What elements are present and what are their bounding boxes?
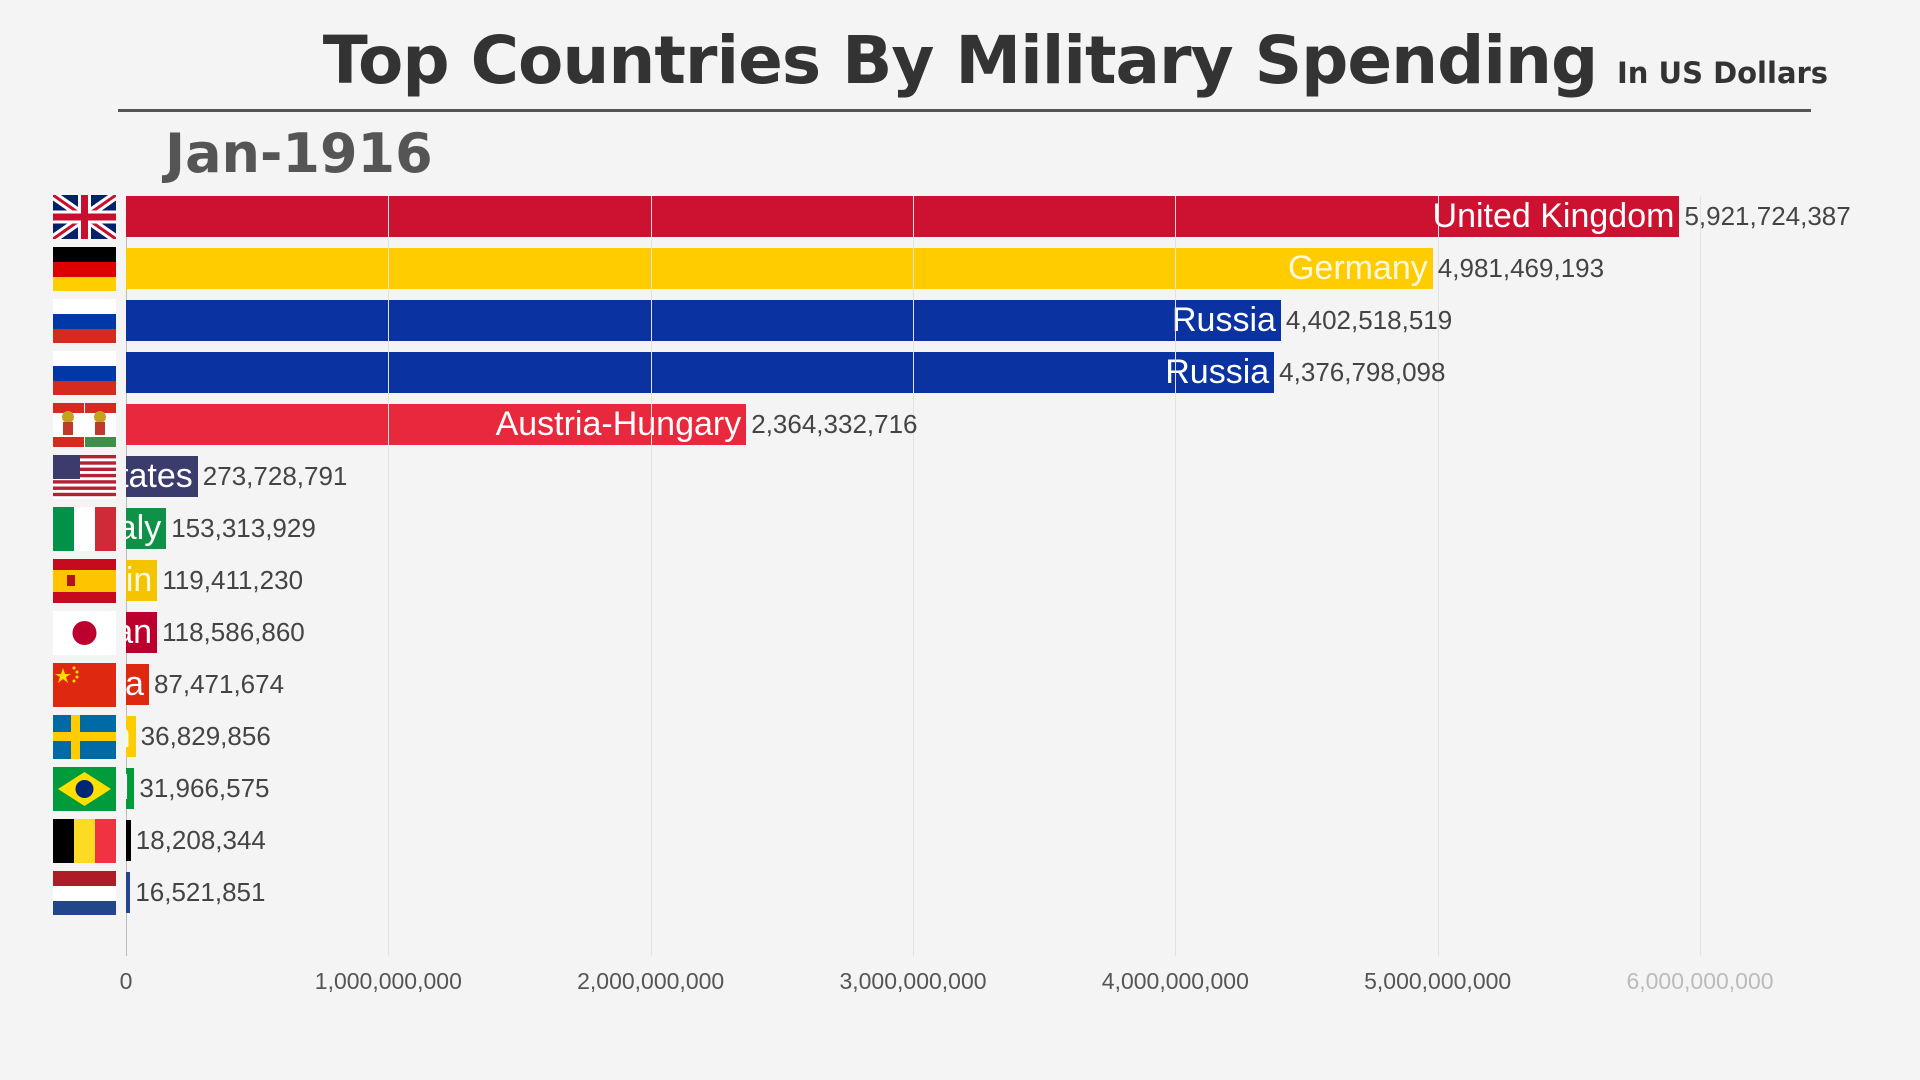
bar-label: Japan [126, 613, 153, 651]
date-label: Jan-1916 [165, 122, 433, 185]
bar-label: Austria-Hungary [495, 405, 742, 443]
value-label: 119,411,230 [162, 565, 304, 595]
bar-united-kingdom: United Kingdom [126, 196, 1680, 237]
value-label: 4,376,798,098 [1279, 357, 1446, 387]
bar-united-states: United States [126, 456, 198, 497]
bar-brazil: Brazil [126, 768, 135, 809]
value-label: 4,402,518,519 [1285, 305, 1453, 335]
bar-label: Russia [1165, 353, 1270, 391]
flag-italy-icon [53, 507, 116, 551]
x-tick-label: 0 [119, 968, 133, 994]
bars-area: United Kingdom Germany Russia Russia Austria… [126, 0, 1920, 1080]
gridline [1175, 196, 1177, 956]
bar-netherlands: Netherlands [126, 872, 131, 913]
bar-germany: Germany [126, 248, 1433, 289]
flag-china-icon [53, 663, 116, 707]
bar-label: Brazil [126, 768, 129, 809]
bar-russia: Russia [126, 352, 1275, 393]
bar-belgium: Belgium [126, 820, 131, 861]
x-tick-label: 2,000,000,000 [577, 968, 725, 994]
bar-russia: Russia [126, 300, 1281, 341]
value-label: 153,313,929 [171, 513, 316, 543]
value-label: 18,208,344 [135, 825, 266, 855]
x-tick-label: 4,000,000,000 [1101, 968, 1249, 994]
x-tick-label: 1,000,000,000 [314, 968, 462, 994]
flag-brazil-icon [53, 767, 116, 811]
flag-sweden-icon [53, 715, 116, 759]
value-label: 4,981,469,193 [1437, 253, 1605, 283]
bar-label: Russia [1171, 301, 1276, 339]
flag-germany-icon [53, 247, 116, 291]
flag-russia-icon [53, 351, 116, 395]
value-label: 16,521,851 [135, 877, 266, 907]
bar-japan: Japan [126, 612, 158, 653]
gridline [1700, 196, 1701, 956]
flag-uk-icon [53, 195, 116, 239]
flag-russia-icon [53, 299, 116, 343]
value-label: 87,471,674 [153, 669, 285, 699]
bar-label: Germany [1287, 249, 1428, 287]
flag-spain-icon [53, 559, 116, 603]
flag-austria-hungary-icon [53, 403, 116, 447]
value-label: 36,829,856 [140, 721, 271, 751]
value-label: 273,728,791 [202, 461, 348, 491]
value-label: 31,966,575 [139, 773, 270, 803]
gridline [650, 196, 652, 956]
bar-label: Spain [126, 561, 153, 599]
x-tick-label: 3,000,000,000 [839, 968, 987, 994]
bar-sweden: Sweden [126, 716, 136, 757]
x-tick-label: 5,000,000,000 [1364, 968, 1512, 994]
bar-italy: Italy [126, 508, 167, 549]
gridline [1437, 196, 1439, 956]
value-label: 2,364,332,716 [751, 409, 918, 439]
gridline [388, 196, 390, 956]
bar-label: Sweden [126, 716, 131, 757]
flag-belgium-icon [53, 819, 116, 863]
bar-spain: Spain [126, 560, 158, 601]
flag-netherlands-icon [53, 871, 116, 915]
bar-china: China [126, 664, 149, 705]
chart-title: Top Countries By Military Spending [322, 22, 1598, 99]
bar-austria-hungary: Austria-Hungary [126, 404, 747, 445]
flag-japan-icon [53, 611, 116, 655]
flag-usa-icon [53, 455, 116, 499]
chart-subtitle: In US Dollars [1617, 56, 1829, 90]
bar-label: China [126, 665, 144, 703]
title-divider [118, 109, 1811, 112]
x-tick-label: 6,000,000,000 [1626, 968, 1774, 994]
value-label: 5,921,724,387 [1684, 201, 1851, 231]
bar-label: United Kingdom [1432, 197, 1675, 235]
bar-label: Italy [126, 509, 162, 547]
value-label: 118,586,860 [162, 617, 305, 647]
gridline [913, 196, 914, 956]
bar-label: United States [126, 457, 193, 495]
